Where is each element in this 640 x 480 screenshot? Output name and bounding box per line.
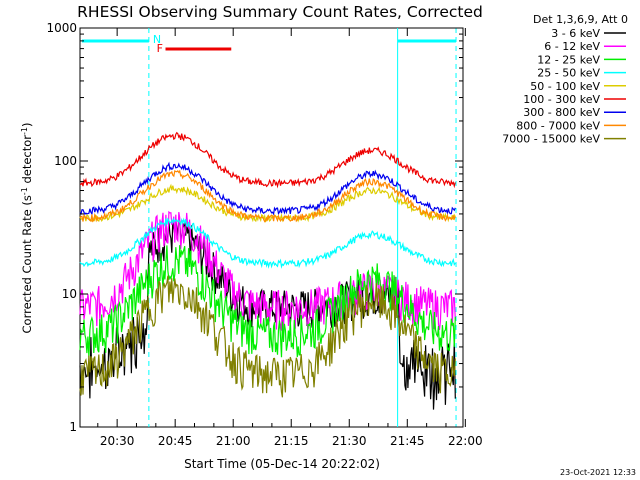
y-tick-label: 1000 bbox=[46, 21, 77, 35]
x-tick-label: 20:30 bbox=[100, 434, 135, 448]
legend-entry-label: 12 - 25 keV bbox=[537, 53, 600, 66]
x-tick-label: 20:45 bbox=[158, 434, 193, 448]
series-line bbox=[79, 131, 456, 189]
y-tick-label: 10 bbox=[62, 287, 77, 301]
series-line bbox=[79, 161, 456, 216]
series-line bbox=[79, 183, 456, 223]
y-axis-label-sup1: -1 bbox=[20, 187, 29, 195]
series-layer: NF bbox=[79, 28, 457, 427]
series-line bbox=[79, 169, 456, 223]
x-tick-label: 22:00 bbox=[448, 434, 483, 448]
date-stamp: 23-Oct-2021 12:33 bbox=[560, 468, 636, 477]
legend-header: Det 1,3,6,9, Att 0 bbox=[533, 13, 628, 26]
legend-entry-label: 50 - 100 keV bbox=[530, 80, 600, 93]
series-line bbox=[79, 217, 456, 269]
legend-entry-label: 800 - 7000 keV bbox=[516, 119, 600, 132]
chart-title: RHESSI Observing Summary Count Rates, Co… bbox=[77, 3, 483, 21]
legend-entry-label: 100 - 300 keV bbox=[523, 93, 600, 106]
flare-annotation: F bbox=[157, 42, 163, 55]
y-axis-label-mid: detector bbox=[20, 135, 34, 187]
legend-entry-label: 6 - 12 keV bbox=[544, 40, 600, 53]
legend-entry-label: 7000 - 15000 keV bbox=[502, 133, 600, 146]
y-axis-label: Corrected Count Rate (s-1 detector-1) bbox=[20, 122, 35, 333]
series-line bbox=[79, 245, 456, 358]
plot-frame bbox=[79, 27, 464, 428]
x-tick-label: 21:00 bbox=[216, 434, 251, 448]
axis-layer: 20:30 20:45 21:00 21:15 21:30 21:45 22:00 1 10 10… bbox=[46, 21, 482, 448]
x-tick-label: 21:15 bbox=[274, 434, 309, 448]
legend-entry-label: 3 - 6 keV bbox=[551, 27, 600, 40]
legend-entry-label: 25 - 50 keV bbox=[537, 67, 600, 80]
y-tick-label: 100 bbox=[54, 154, 77, 168]
night-annotation: N bbox=[153, 33, 161, 46]
y-axis-label-end: ) bbox=[20, 122, 34, 127]
y-axis-label-sup2: -1 bbox=[20, 127, 29, 135]
y-axis-label-main: Corrected Count Rate (s bbox=[20, 195, 34, 333]
x-axis-label: Start Time (05-Dec-14 20:22:02) bbox=[184, 457, 380, 471]
y-tick-label: 1 bbox=[69, 420, 77, 434]
x-tick-label: 21:30 bbox=[332, 434, 367, 448]
series-line bbox=[79, 275, 456, 398]
x-tick-label: 21:45 bbox=[390, 434, 425, 448]
legend-entry-label: 300 - 800 keV bbox=[523, 106, 600, 119]
